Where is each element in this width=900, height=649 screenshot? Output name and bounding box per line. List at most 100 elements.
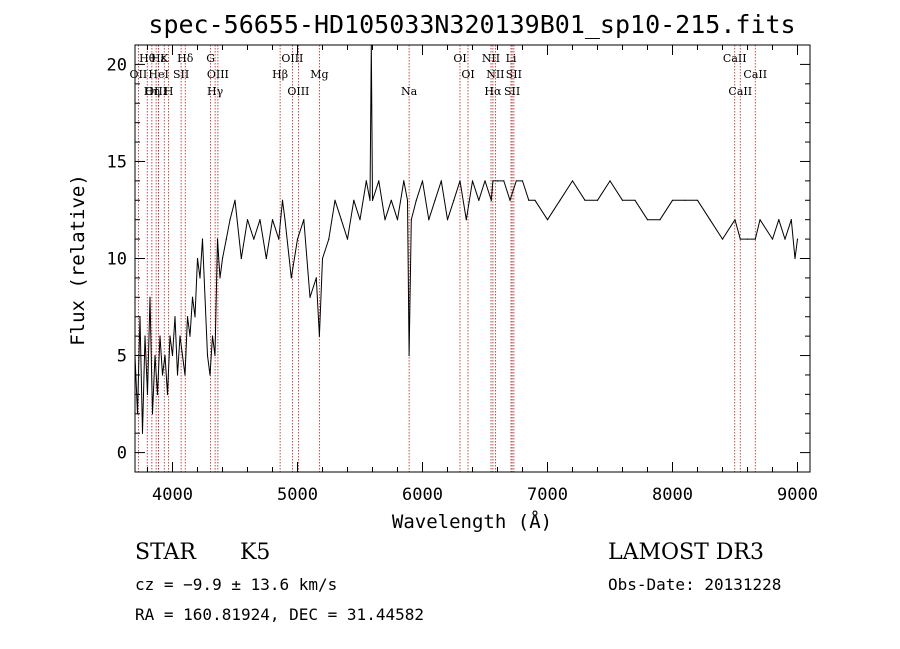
- data-point: [796, 238, 799, 240]
- data-point: [321, 257, 324, 260]
- data-point: [659, 219, 661, 221]
- data-point: [696, 199, 699, 201]
- data-point: [278, 238, 280, 240]
- line-marker-label: Hδ: [177, 52, 194, 65]
- data-point: [754, 238, 756, 240]
- data-point: [229, 219, 231, 221]
- plot-frame: [134, 44, 811, 473]
- data-point: [739, 238, 741, 240]
- data-point: [406, 199, 409, 201]
- line-marker-label: SII: [506, 68, 522, 81]
- data-point: [176, 374, 179, 376]
- data-point: [201, 238, 204, 240]
- line-marker-label: OIII: [207, 68, 229, 81]
- line-marker-label: H: [164, 85, 174, 98]
- data-point: [410, 219, 412, 221]
- redshift-velocity: cz = −9.9 ± 13.6 km/s: [135, 575, 338, 594]
- data-point: [446, 219, 449, 221]
- chart-title: spec-56655-HD105033N320139B01_sp10-215.f…: [148, 10, 795, 39]
- data-point: [353, 199, 355, 201]
- y-tick-label: 10: [107, 250, 127, 270]
- data-point: [596, 199, 599, 201]
- data-point: [318, 335, 320, 337]
- data-point: [154, 354, 156, 357]
- y-axis-label: Flux (relative): [67, 174, 89, 346]
- data-point: [621, 199, 624, 201]
- line-marker-label: Hα: [484, 85, 502, 98]
- data-point: [309, 296, 311, 298]
- data-point: [496, 180, 499, 182]
- data-point: [521, 180, 524, 182]
- x-tick-label: 9000: [777, 485, 818, 505]
- data-point: [784, 238, 786, 240]
- data-point: [166, 393, 169, 395]
- coordinates: RA = 160.81924, DEC = 31.44582: [135, 605, 424, 624]
- line-marker-label: SII: [504, 85, 520, 98]
- line-marker-label: Hη: [144, 85, 160, 98]
- data-point: [459, 180, 461, 182]
- observation-date: Obs-Date: 20131228: [608, 575, 782, 594]
- data-point: [296, 238, 299, 240]
- data-point: [390, 199, 392, 201]
- data-point: [465, 219, 467, 221]
- data-point: [778, 219, 780, 221]
- line-marker-label: CaII: [743, 68, 767, 81]
- data-point: [199, 277, 201, 279]
- data-point: [284, 219, 286, 221]
- data-point: [219, 277, 221, 279]
- data-point: [571, 180, 574, 182]
- line-marker-label: CaII: [723, 52, 747, 65]
- survey-name: LAMOST DR3: [608, 540, 764, 565]
- line-marker-label: G: [206, 52, 215, 65]
- data-point: [396, 219, 399, 221]
- x-tick-label: 8000: [652, 485, 693, 505]
- data-point: [194, 316, 196, 318]
- data-point: [734, 219, 736, 221]
- data-point: [721, 238, 724, 240]
- data-point: [149, 296, 151, 298]
- data-point: [515, 180, 517, 182]
- data-point: [478, 199, 480, 201]
- data-point: [259, 219, 261, 221]
- data-point: [684, 199, 686, 201]
- data-point: [184, 374, 186, 376]
- data-point: [346, 238, 349, 240]
- data-point: [584, 199, 586, 201]
- object-subclass: K5: [240, 540, 271, 565]
- line-marker-label: OI: [461, 68, 474, 81]
- line-marker-label: K: [160, 52, 169, 65]
- data-point: [759, 219, 761, 221]
- data-point: [790, 219, 792, 221]
- data-point: [503, 180, 505, 182]
- data-point: [428, 219, 430, 221]
- data-point: [334, 199, 336, 201]
- data-point: [281, 199, 284, 201]
- line-marker-label: OII: [130, 68, 148, 81]
- data-point: [509, 199, 511, 201]
- data-point: [171, 354, 174, 357]
- data-point: [189, 335, 191, 337]
- data-point: [206, 354, 209, 357]
- data-point: [794, 257, 796, 260]
- data-point: [546, 219, 549, 221]
- data-point: [186, 316, 189, 318]
- data-point: [151, 413, 154, 415]
- data-point: [290, 277, 292, 279]
- data-point: [211, 335, 214, 337]
- line-marker-label: CaII: [728, 85, 752, 98]
- data-point: [634, 199, 636, 201]
- line-marker-label: NII: [486, 68, 504, 81]
- line-marker-label: OIII: [281, 52, 303, 65]
- data-point: [440, 180, 442, 182]
- data-point: [746, 238, 749, 240]
- data-point: [271, 219, 274, 221]
- data-point: [240, 257, 242, 260]
- data-point: [365, 180, 367, 182]
- data-point: [371, 199, 374, 201]
- line-marker-label: OI: [453, 52, 466, 65]
- data-point: [453, 199, 455, 201]
- line-marker-label: SII: [173, 68, 189, 81]
- data-point: [384, 219, 386, 221]
- data-point: [490, 199, 492, 201]
